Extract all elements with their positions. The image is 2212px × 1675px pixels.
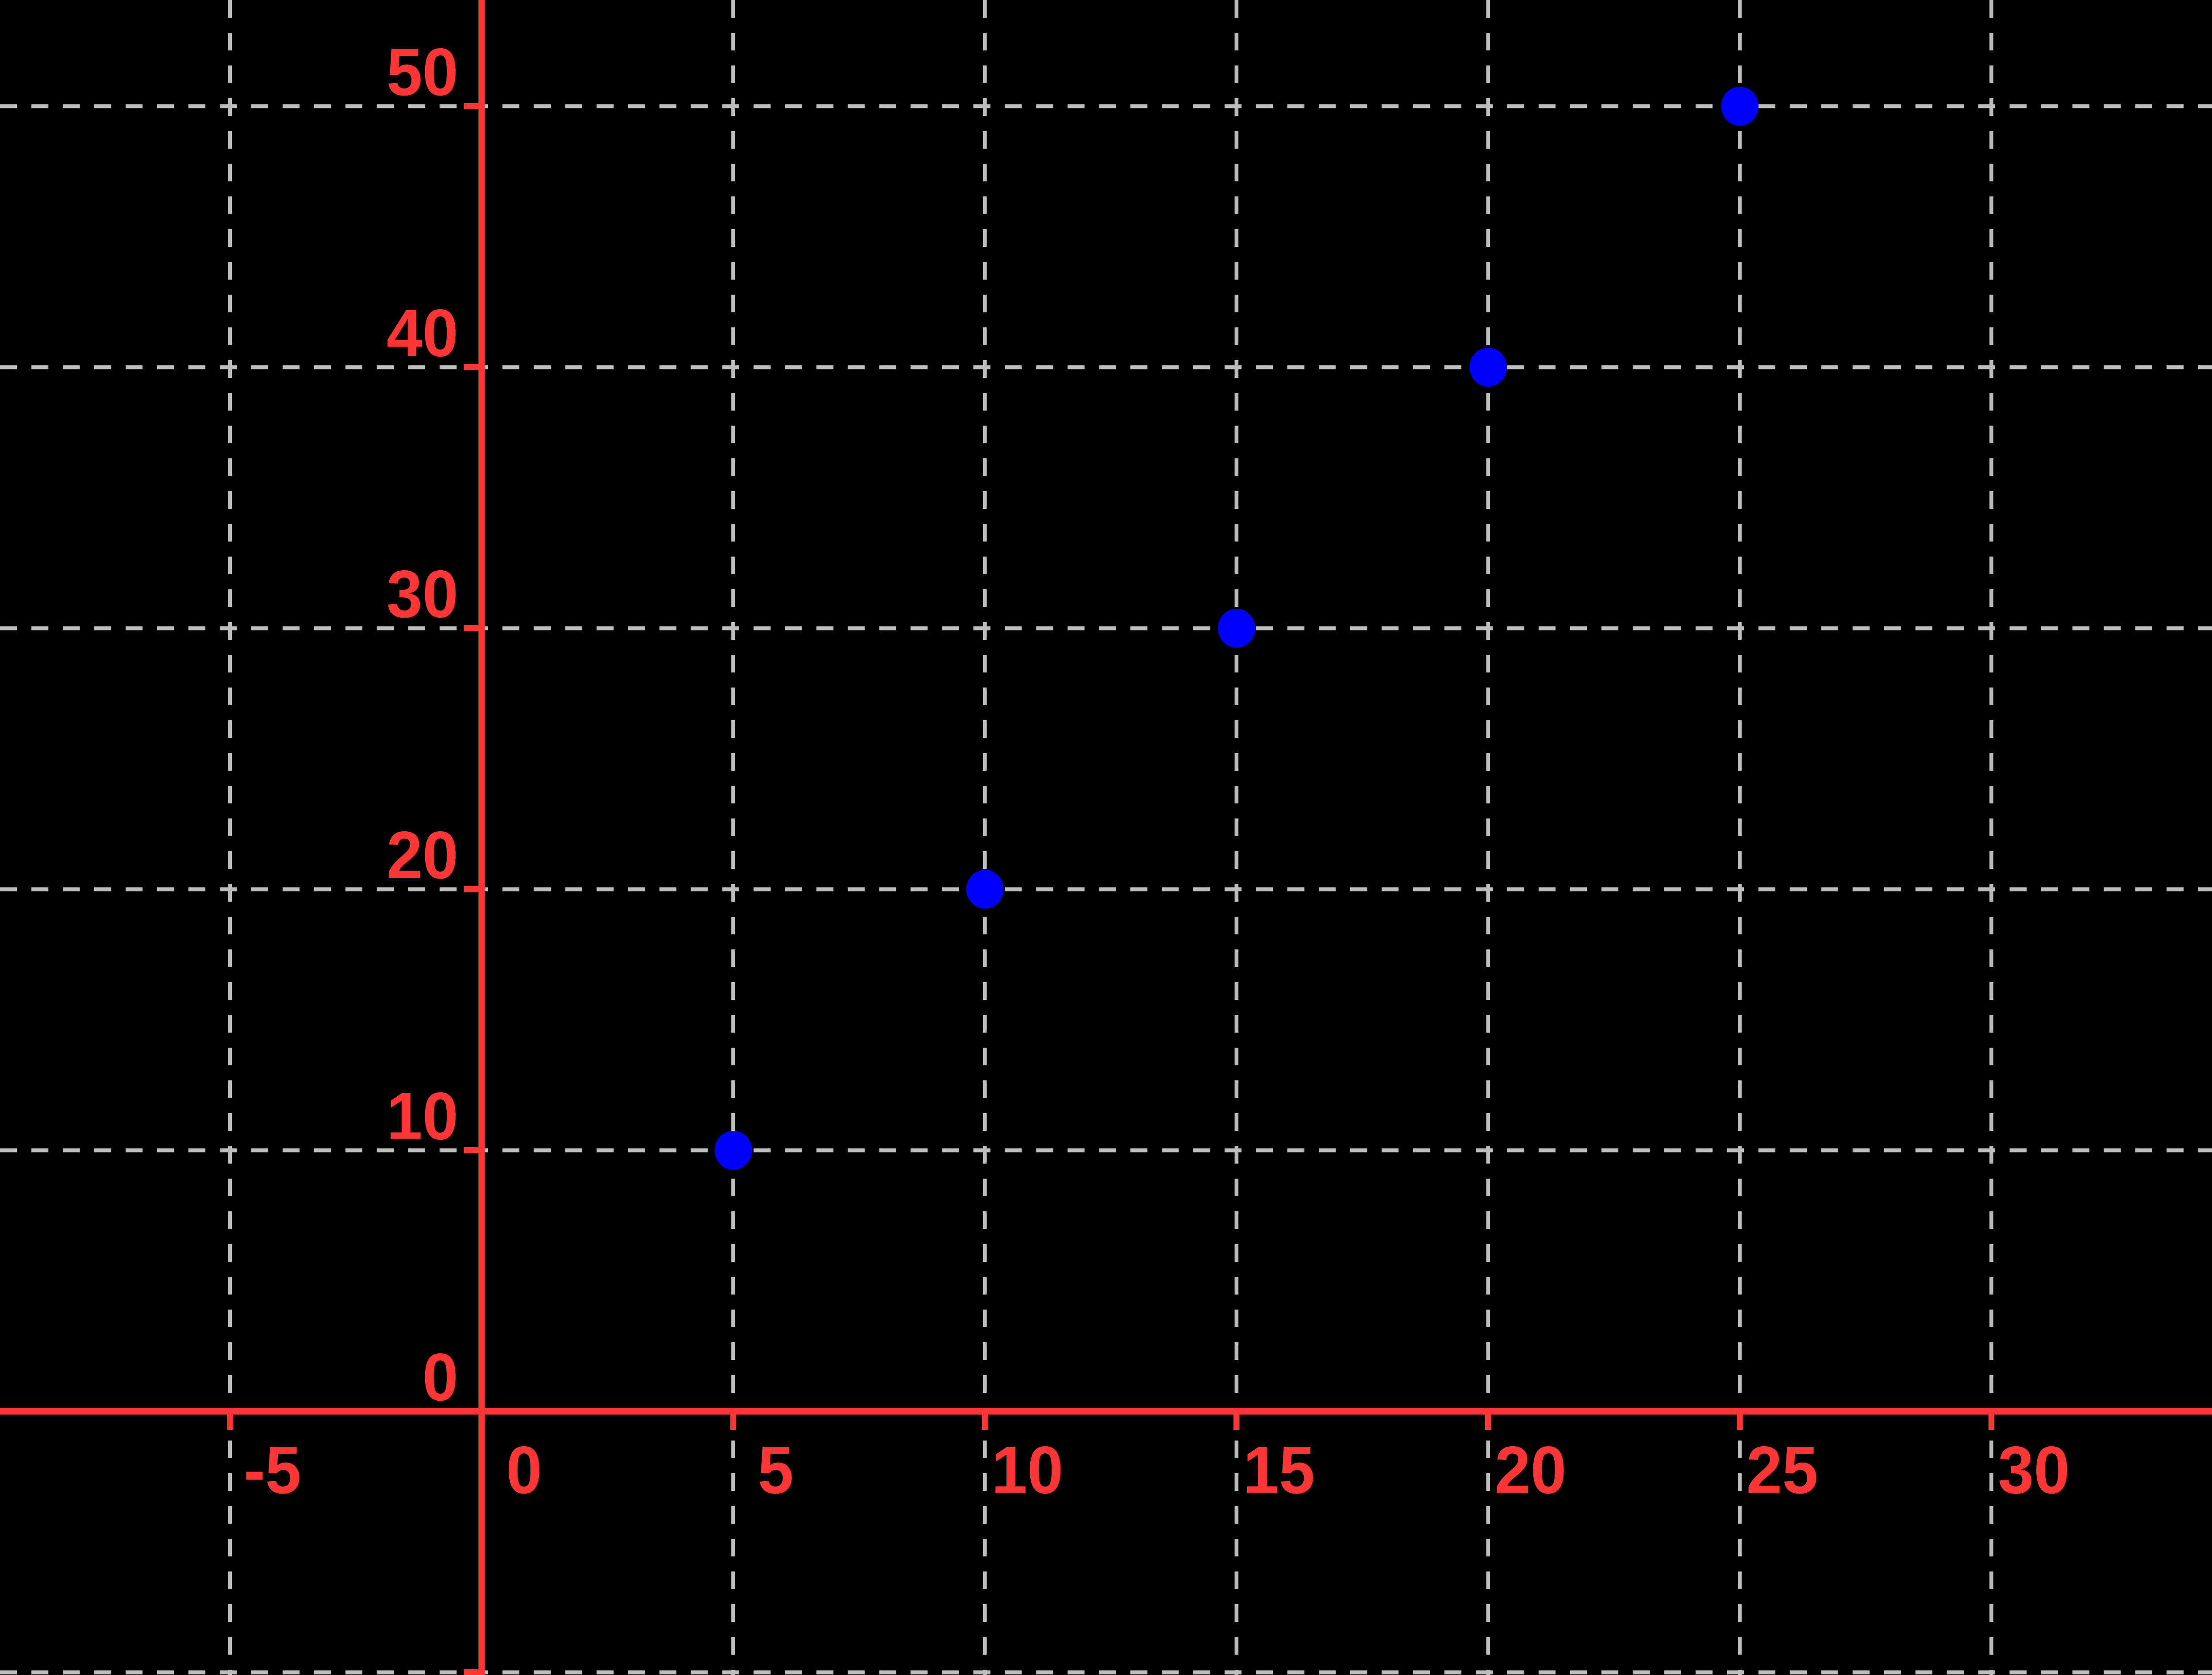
data-point-10-20[interactable] [966,869,1004,909]
x-axis-tick-label-25: 25 [1746,1432,1818,1507]
tick-layer [227,103,1995,1675]
y-axis-tick-label-20: 20 [387,817,458,892]
x-axis-tick-label-15: 15 [1243,1432,1315,1507]
x-axis-tick-label-30: 30 [1998,1432,2070,1507]
y-axis-tick-label-0: 0 [422,1339,458,1414]
x-axis-tick-label-20: 20 [1495,1432,1567,1507]
x-axis-tick-label-0: 0 [506,1432,542,1507]
y-axis-tick-label-30: 30 [387,556,458,631]
data-point-layer [714,87,1759,1170]
data-point-20-40[interactable] [1469,348,1507,387]
y-axis-tick-label-10: 10 [387,1078,458,1153]
data-point-5-10[interactable] [714,1130,752,1170]
x-axis-tick-label-5: 5 [758,1432,794,1507]
data-point-15-30[interactable] [1217,609,1256,648]
data-point-25-50[interactable] [1721,87,1759,126]
y-axis-tick-label-40: 40 [387,295,458,370]
x-axis-tick-label-10: 10 [991,1432,1063,1507]
tick-label-layer: -5 0 5 10 15 20 25 30 0 10 20 30 40 50 [244,34,2070,1507]
x-axis-tick-label--5: -5 [244,1432,301,1507]
y-axis-tick-label-50: 50 [387,34,458,109]
